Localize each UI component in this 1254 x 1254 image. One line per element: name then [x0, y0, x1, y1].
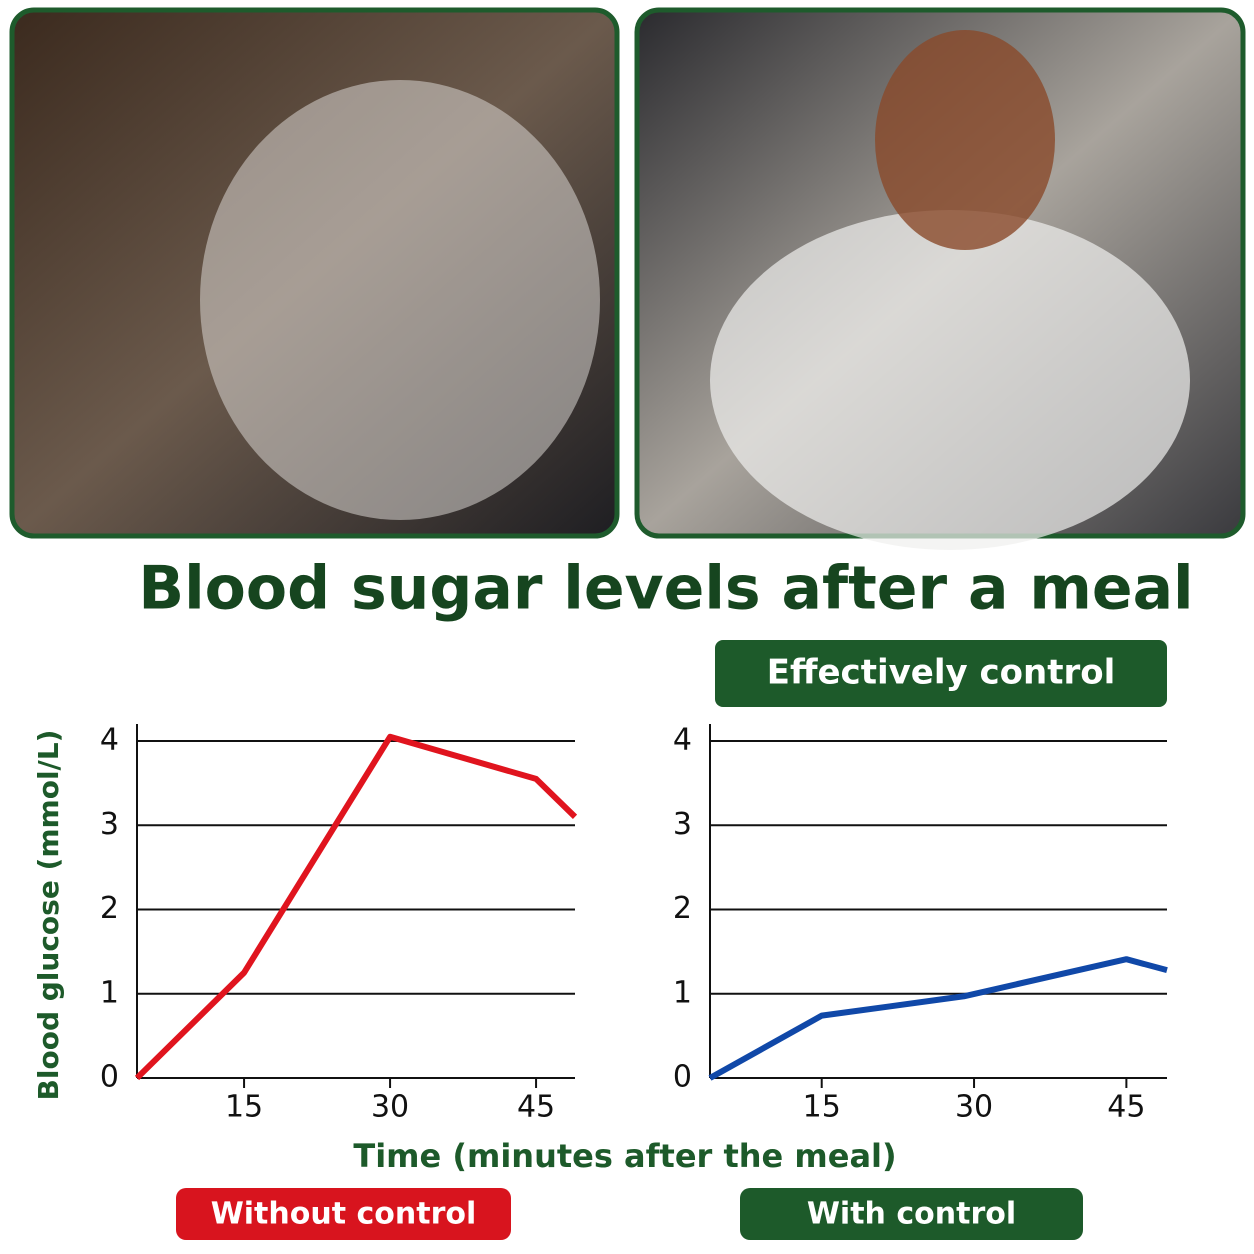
y-tick-label: 2 [100, 891, 119, 926]
y-tick-label: 3 [673, 807, 692, 842]
y-axis-label: Blood glucose (mmol/L) [32, 730, 65, 1101]
x-tick-label: 15 [225, 1090, 263, 1125]
y-tick-label: 4 [673, 723, 692, 758]
x-tick-label: 30 [371, 1090, 409, 1125]
y-tick-label: 1 [673, 975, 692, 1010]
y-tick-label: 1 [100, 975, 119, 1010]
y-tick-label: 0 [100, 1060, 119, 1095]
badge-bg [715, 640, 1167, 707]
x-tick-label: 45 [517, 1090, 555, 1125]
y-tick-label: 0 [673, 1060, 692, 1095]
legend-label: Without control [211, 1197, 477, 1232]
data-line [134, 733, 578, 1081]
legend-label: With control [807, 1197, 1016, 1232]
photo-figure [875, 30, 1055, 250]
y-tick-label: 2 [673, 891, 692, 926]
x-axis-label: Time (minutes after the meal) [353, 1137, 896, 1175]
y-tick-label: 3 [100, 807, 119, 842]
x-tick-label: 15 [803, 1090, 841, 1125]
photo-figure [200, 80, 600, 520]
title: Blood sugar levels after a meal [138, 554, 1193, 624]
legend-bg [176, 1188, 511, 1240]
data-line [708, 956, 1168, 1081]
badge: Effectively control [767, 653, 1116, 693]
photo-figure [710, 210, 1190, 550]
y-tick-label: 4 [100, 723, 119, 758]
x-tick-label: 45 [1107, 1090, 1145, 1125]
legend-bg [740, 1188, 1083, 1240]
x-tick-label: 30 [955, 1090, 993, 1125]
